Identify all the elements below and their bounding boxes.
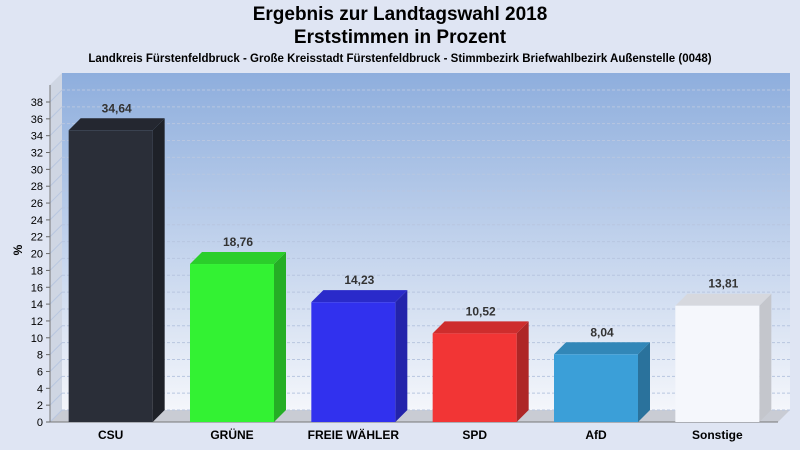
bar-group: 14,23: [311, 273, 408, 422]
gridline-side: [49, 123, 63, 137]
gridline-side: [49, 375, 63, 389]
bar-top: [190, 252, 286, 265]
y-tick-label: 6: [37, 366, 43, 378]
gridline-side: [49, 224, 63, 238]
y-tick-label: 18: [31, 265, 43, 277]
bar-side: [516, 321, 529, 422]
y-axis-label: %: [11, 244, 25, 255]
chart-subtitle: Erststimmen in Prozent: [293, 27, 507, 48]
bar-value-label: 14,23: [344, 273, 374, 287]
bar-group: 18,76: [190, 235, 286, 422]
bar: [554, 354, 638, 422]
bar-group: 13,81: [675, 277, 772, 422]
bar-value-label: 34,64: [102, 101, 132, 115]
bar-side: [759, 293, 772, 422]
gridline-side: [49, 89, 63, 103]
y-tick-label: 16: [31, 282, 43, 294]
bar-top: [554, 342, 650, 355]
bar: [675, 305, 760, 422]
bar: [68, 130, 153, 422]
y-tick-label: 8: [37, 350, 43, 362]
x-tick-label: AfD: [585, 428, 607, 442]
y-tick-label: 10: [31, 333, 43, 345]
chart-region-caption: Landkreis Fürstenfeldbruck - Große Kreis…: [88, 53, 712, 65]
y-tick-label: 22: [31, 232, 43, 244]
y-tick-label: 32: [31, 148, 43, 160]
chart-title: Ergebnis zur Landtagswahl 2018: [252, 4, 548, 25]
bar-side: [152, 118, 165, 422]
gridline-side: [49, 409, 63, 423]
bar-group: 34,64: [68, 101, 165, 422]
y-tick-label: 20: [31, 249, 43, 261]
y-tick-label: 24: [31, 215, 43, 227]
bar-side: [395, 290, 408, 422]
bar-side: [638, 342, 650, 422]
gridline-side: [49, 308, 63, 322]
gridline-side: [49, 258, 63, 271]
x-tick-label: SPD: [462, 428, 487, 442]
gridline-side: [49, 207, 63, 221]
bar-value-label: 18,76: [223, 235, 253, 249]
gridline-side: [49, 106, 63, 120]
y-tick-label: 26: [31, 198, 43, 210]
bar-value-label: 10,52: [466, 304, 496, 318]
y-tick-label: 12: [31, 316, 43, 328]
bar: [432, 333, 517, 422]
gridline-side: [49, 342, 63, 355]
gridline-side: [49, 274, 63, 288]
bar-side: [274, 252, 286, 422]
y-tick-label: 30: [31, 164, 43, 176]
gridline-side: [49, 392, 63, 406]
gridline-side: [49, 291, 63, 305]
bar-top: [432, 321, 529, 334]
gridline-side: [49, 190, 63, 204]
x-tick-label: Sonstige: [692, 428, 743, 442]
bar-group: 10,52: [432, 304, 529, 422]
bar-value-label: 13,81: [708, 277, 738, 291]
y-tick-label: 14: [31, 299, 43, 311]
bar-group: 8,04: [554, 325, 650, 422]
y-tick-label: 0: [37, 417, 43, 429]
gridline-side: [49, 140, 63, 153]
gridline-side: [49, 359, 63, 372]
gridline-side: [49, 241, 63, 254]
x-tick-label: FREIE WÄHLER: [308, 427, 400, 442]
bar-top: [68, 118, 165, 131]
bar: [311, 302, 396, 422]
bar-top: [311, 290, 408, 303]
gridline-side: [49, 173, 63, 187]
x-tick-label: GRÜNE: [210, 427, 253, 442]
gridline-side: [49, 325, 63, 339]
gridline-side: [49, 157, 63, 170]
y-tick-label: 36: [31, 114, 43, 126]
y-tick-label: 4: [37, 383, 43, 395]
x-tick-label: CSU: [98, 428, 123, 442]
bar-value-label: 8,04: [590, 325, 614, 339]
y-tick-label: 34: [31, 131, 43, 143]
y-tick-label: 2: [37, 400, 43, 412]
bar: [190, 264, 274, 422]
bar-top: [675, 293, 772, 306]
y-tick-label: 38: [31, 97, 43, 109]
y-tick-label: 28: [31, 181, 43, 193]
